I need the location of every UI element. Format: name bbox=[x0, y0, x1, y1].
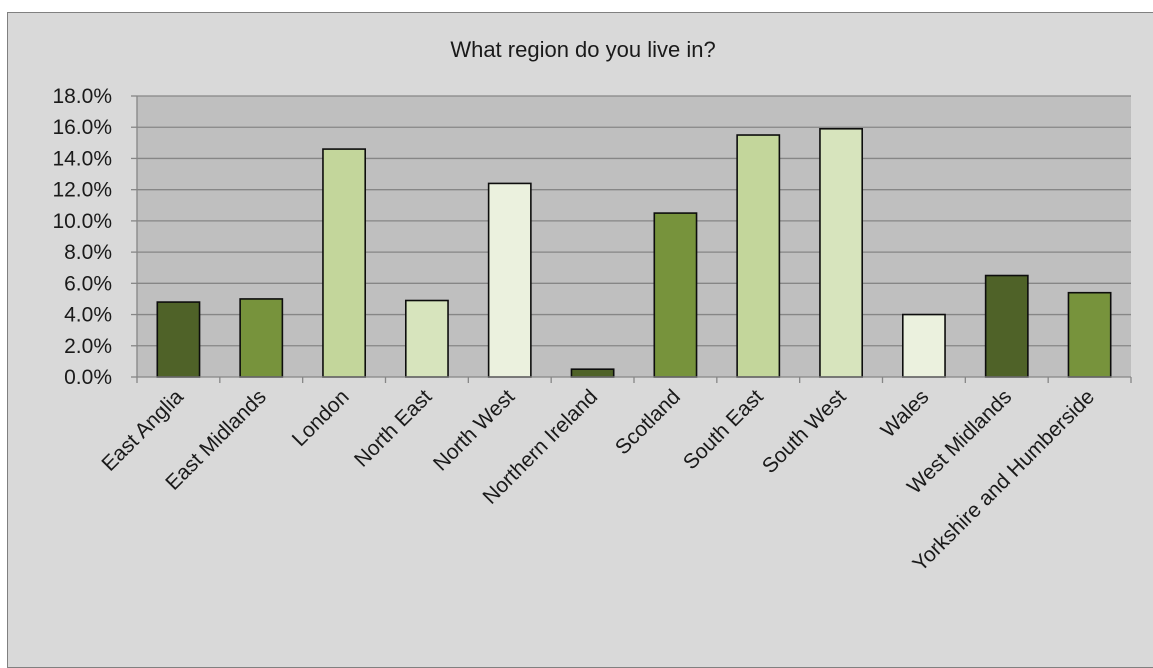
y-tick-label: 16.0% bbox=[52, 116, 112, 139]
x-tick-label: South West bbox=[758, 385, 851, 478]
x-tick-label: Scotland bbox=[611, 385, 685, 459]
x-tick-label: Wales bbox=[876, 385, 933, 442]
y-tick-label: 4.0% bbox=[64, 304, 112, 327]
bar-northern-ireland bbox=[570, 368, 615, 378]
bar-west-midlands bbox=[984, 274, 1029, 378]
y-tick-label: 10.0% bbox=[52, 210, 112, 233]
y-tick-label: 0.0% bbox=[64, 366, 112, 389]
bar-scotland bbox=[653, 212, 698, 378]
axes bbox=[131, 95, 1132, 383]
bar-south-west bbox=[819, 127, 864, 378]
x-tick-label: North West bbox=[429, 385, 519, 475]
plot-area bbox=[137, 96, 1131, 377]
y-axis-tick-labels: 0.0% 2.0% 4.0% 6.0% 8.0% 10.0% 12.0% 14.0% 16.0%… bbox=[52, 85, 112, 389]
y-tick-label: 2.0% bbox=[64, 335, 112, 358]
bar-north-east bbox=[404, 299, 449, 378]
gridlines bbox=[137, 95, 1131, 347]
y-tick-label: 6.0% bbox=[64, 272, 112, 295]
bar-east-midlands bbox=[239, 298, 284, 378]
bar-north-west bbox=[487, 182, 532, 378]
bars bbox=[156, 127, 1112, 378]
y-tick-label: 8.0% bbox=[64, 241, 112, 264]
y-tick-label: 14.0% bbox=[52, 147, 112, 170]
x-tick-label: South East bbox=[679, 385, 768, 474]
x-tick-label: North East bbox=[350, 385, 437, 472]
bar-yorkshire-and-humberside bbox=[1067, 291, 1112, 378]
y-tick-label: 12.0% bbox=[52, 179, 112, 202]
bar-london bbox=[322, 148, 367, 378]
bar-wales bbox=[901, 313, 946, 378]
y-tick-label: 18.0% bbox=[52, 85, 112, 108]
chart-title: What region do you live in? bbox=[450, 37, 715, 62]
bar-south-east bbox=[736, 134, 781, 378]
x-tick-label: London bbox=[288, 385, 354, 451]
x-tick-label: East Anglia bbox=[97, 385, 188, 476]
bar-east-anglia bbox=[156, 301, 201, 378]
